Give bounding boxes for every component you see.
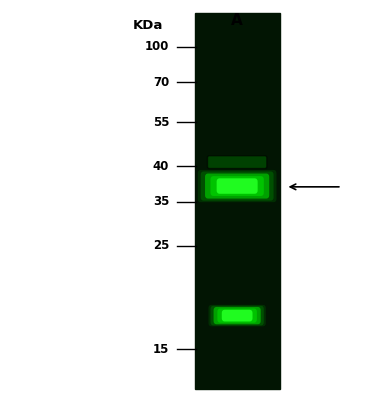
FancyBboxPatch shape	[217, 308, 257, 323]
Text: 100: 100	[145, 40, 169, 53]
FancyBboxPatch shape	[217, 178, 258, 194]
Bar	[194, 13, 280, 389]
FancyBboxPatch shape	[222, 310, 252, 322]
Text: 55: 55	[153, 116, 169, 129]
FancyBboxPatch shape	[214, 307, 261, 324]
FancyBboxPatch shape	[207, 156, 267, 168]
Text: A: A	[231, 13, 243, 28]
Text: 15: 15	[153, 343, 169, 356]
Text: 35: 35	[153, 196, 169, 208]
Text: 25: 25	[153, 239, 169, 252]
FancyBboxPatch shape	[205, 174, 269, 198]
FancyBboxPatch shape	[209, 305, 266, 326]
Text: 40: 40	[153, 160, 169, 173]
FancyBboxPatch shape	[198, 170, 277, 202]
Text: 70: 70	[153, 76, 169, 89]
Text: KDa: KDa	[133, 19, 163, 32]
FancyBboxPatch shape	[210, 306, 264, 326]
FancyBboxPatch shape	[201, 172, 273, 201]
FancyBboxPatch shape	[210, 176, 264, 196]
